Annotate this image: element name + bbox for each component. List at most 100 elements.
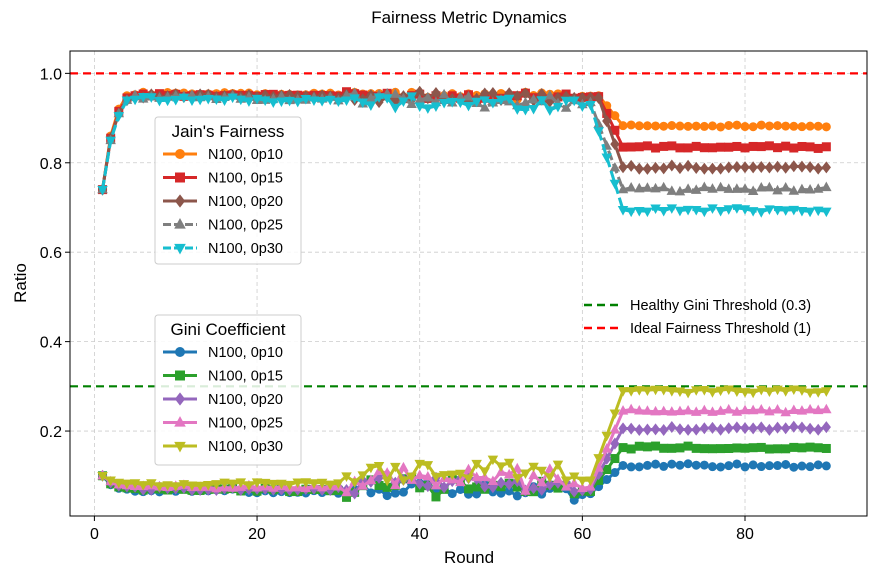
data-point xyxy=(447,489,457,499)
data-point xyxy=(528,93,539,104)
data-point xyxy=(739,205,751,215)
data-point xyxy=(626,462,636,472)
data-point xyxy=(642,121,652,131)
data-point xyxy=(756,404,767,414)
data-point xyxy=(756,442,766,452)
data-point xyxy=(520,105,531,116)
data-point xyxy=(455,484,465,494)
data-point xyxy=(487,455,499,466)
data-point xyxy=(747,388,759,399)
legend-thresholds: Healthy Gini Threshold (0.3) Ideal Fairne… xyxy=(584,298,811,337)
data-point xyxy=(732,421,742,434)
data-point xyxy=(748,422,758,435)
data-point xyxy=(797,421,807,434)
data-point xyxy=(97,472,108,482)
data-point xyxy=(724,461,734,471)
data-point xyxy=(724,422,734,435)
data-point xyxy=(610,454,620,464)
data-point xyxy=(609,424,621,434)
data-point xyxy=(788,205,800,216)
data-point xyxy=(479,467,491,477)
data-point xyxy=(773,444,783,454)
data-point xyxy=(503,94,515,105)
series-gini-9 xyxy=(97,385,832,492)
data-point xyxy=(780,406,791,417)
data-point xyxy=(731,183,743,193)
data-point xyxy=(715,181,726,192)
data-point xyxy=(341,486,352,497)
legend-label: Ideal Fairness Threshold (1) xyxy=(630,321,811,337)
data-point xyxy=(642,442,652,452)
legend-marker xyxy=(175,347,185,357)
data-point xyxy=(414,102,425,113)
data-point xyxy=(357,480,369,490)
data-point xyxy=(341,96,352,107)
legend-marker xyxy=(174,218,186,229)
data-point xyxy=(813,143,823,153)
data-point xyxy=(812,183,824,193)
data-point xyxy=(748,443,758,453)
data-point xyxy=(813,460,823,470)
data-point xyxy=(536,466,547,477)
data-point xyxy=(764,161,775,174)
x-axis-label: Round xyxy=(444,548,494,567)
data-point xyxy=(772,184,783,195)
plot-frame xyxy=(69,50,868,517)
data-point xyxy=(626,444,636,454)
data-point xyxy=(682,388,694,399)
data-point xyxy=(178,480,190,490)
data-point xyxy=(512,462,523,473)
data-point xyxy=(552,460,564,471)
data-point xyxy=(683,423,693,436)
data-point xyxy=(642,405,653,415)
data-point xyxy=(422,470,434,481)
legend-marker xyxy=(175,172,185,183)
data-point xyxy=(568,96,580,107)
data-point xyxy=(446,98,458,108)
data-point xyxy=(764,387,775,398)
data-point xyxy=(739,183,751,193)
data-point xyxy=(675,423,685,436)
data-point xyxy=(667,121,677,131)
data-point xyxy=(251,478,263,488)
data-point xyxy=(821,122,831,132)
data-point xyxy=(560,96,572,107)
data-point xyxy=(390,103,401,114)
data-point xyxy=(675,121,685,131)
data-point xyxy=(747,185,759,196)
data-point xyxy=(748,161,758,174)
data-point xyxy=(528,462,539,473)
data-point xyxy=(740,443,750,453)
data-point xyxy=(642,141,652,151)
data-point xyxy=(211,95,222,106)
legend-label: N100, 0p20 xyxy=(208,392,283,408)
data-point xyxy=(431,492,441,502)
data-point xyxy=(651,441,661,451)
data-point xyxy=(593,454,604,464)
data-point xyxy=(463,474,474,484)
data-point xyxy=(732,161,742,174)
data-point xyxy=(634,182,645,193)
data-point xyxy=(650,423,661,436)
data-point xyxy=(690,205,702,216)
data-point xyxy=(675,143,685,153)
legend-label: N100, 0p25 xyxy=(208,416,283,432)
data-point xyxy=(821,387,832,397)
data-point xyxy=(430,102,442,112)
data-point xyxy=(618,161,628,174)
data-point xyxy=(707,143,717,153)
data-point xyxy=(674,405,686,416)
data-point xyxy=(455,98,466,109)
data-point xyxy=(544,89,556,100)
data-point xyxy=(634,142,644,152)
data-point xyxy=(569,485,579,498)
data-point xyxy=(365,463,377,474)
data-point xyxy=(756,208,767,218)
data-point xyxy=(650,161,661,174)
data-point xyxy=(805,422,815,435)
data-point xyxy=(699,207,710,218)
data-point xyxy=(764,121,774,131)
legends: Jain's Fairness N100, 0p10 N100, 0p15 N100,… xyxy=(154,116,811,466)
data-point xyxy=(674,206,686,217)
data-point xyxy=(503,468,515,479)
